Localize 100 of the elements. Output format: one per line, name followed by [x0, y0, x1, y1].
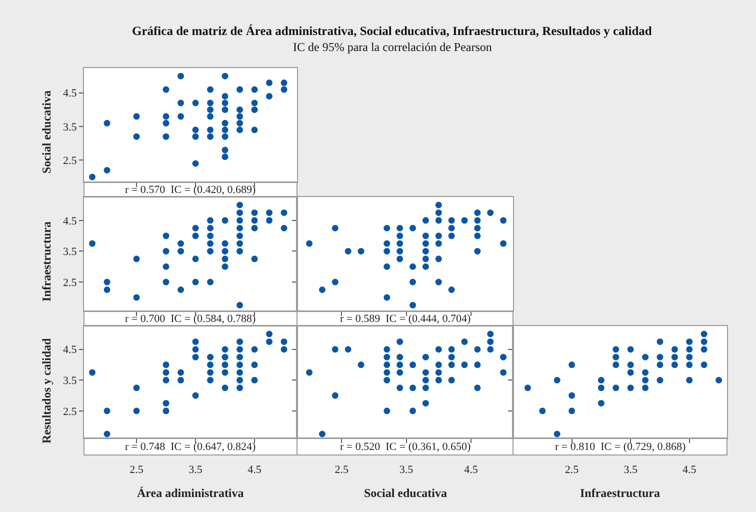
point: [396, 354, 404, 360]
point: [422, 248, 429, 254]
point: [207, 232, 214, 240]
point: [358, 248, 364, 254]
point: [686, 338, 693, 345]
point: [236, 120, 244, 126]
point: [384, 224, 390, 232]
point: [384, 294, 390, 301]
point: [222, 354, 228, 360]
point: [222, 240, 228, 247]
point: [642, 384, 649, 392]
point: [192, 346, 199, 353]
point: [178, 369, 184, 376]
y-tick-label: 2.5: [63, 276, 78, 289]
point: [162, 263, 170, 270]
point: [207, 240, 214, 247]
text: r = 0.700 IC = (0.584, 0.788): [125, 313, 256, 325]
point: [280, 86, 288, 93]
point: [192, 224, 199, 232]
point: [422, 384, 429, 392]
point: [612, 346, 620, 353]
point: [222, 346, 228, 353]
point: [222, 154, 228, 160]
x-tick-label: 2.5: [564, 464, 580, 476]
point: [686, 354, 693, 360]
text: Gráfica de matriz de Área administrativa, Social educativa, Infraestructura, Resultados y calidad: [132, 24, 652, 38]
point: [236, 346, 244, 353]
point: [474, 248, 481, 254]
point: [396, 384, 404, 392]
point: [236, 126, 244, 134]
point: [236, 232, 244, 240]
point: [104, 286, 110, 293]
point: [598, 376, 604, 384]
point: [627, 346, 634, 353]
point: [133, 113, 140, 120]
point: [539, 408, 546, 414]
point: [554, 376, 560, 384]
point: [435, 202, 442, 208]
point: [384, 354, 390, 360]
point: [133, 133, 140, 140]
point: [89, 174, 96, 180]
point: [435, 362, 442, 368]
point: [686, 376, 693, 384]
point: [162, 376, 170, 384]
point: [222, 100, 228, 106]
point: [162, 133, 170, 140]
point: [207, 248, 214, 254]
point: [422, 240, 429, 247]
point: [251, 362, 258, 368]
point: [306, 369, 313, 376]
point: [222, 120, 228, 126]
point: [162, 278, 170, 286]
point: [236, 369, 244, 376]
point: [448, 362, 455, 368]
point: [700, 338, 708, 345]
x-axis-title: Área adiministrativa: [137, 486, 244, 500]
point: [435, 232, 442, 240]
point: [396, 232, 404, 240]
point: [448, 376, 455, 384]
x-tick-label: 2.5: [334, 464, 349, 476]
point: [222, 263, 228, 270]
point: [133, 256, 140, 262]
point: [104, 278, 110, 286]
x-tick-label: 3.5: [188, 464, 203, 476]
point: [422, 217, 429, 224]
point: [568, 362, 576, 368]
point: [627, 369, 634, 376]
point: [448, 286, 455, 293]
point: [222, 384, 228, 392]
point: [236, 240, 244, 247]
point: [266, 217, 273, 224]
point: [396, 248, 404, 254]
point: [384, 376, 390, 384]
point: [627, 384, 634, 392]
point: [396, 224, 404, 232]
point: [207, 362, 214, 368]
point: [280, 338, 288, 345]
x-axis-title: Infraestructura: [580, 486, 660, 500]
text: r = 0.748 IC = (0.647, 0.824): [125, 441, 256, 453]
point: [396, 369, 404, 376]
point: [207, 278, 214, 286]
point: [162, 86, 170, 93]
point: [251, 256, 258, 262]
point: [598, 384, 604, 392]
y-tick-label: 3.5: [63, 246, 78, 258]
point: [178, 248, 184, 254]
point: [162, 113, 170, 120]
point: [410, 302, 416, 308]
point: [410, 224, 416, 232]
point: [500, 354, 507, 360]
point: [700, 330, 708, 338]
point: [656, 362, 664, 368]
point: [207, 100, 214, 106]
point: [162, 120, 170, 126]
point: [236, 384, 244, 392]
point: [487, 346, 494, 353]
point: [192, 126, 199, 134]
point: [396, 362, 404, 368]
point: [162, 248, 170, 254]
point: [266, 330, 273, 338]
